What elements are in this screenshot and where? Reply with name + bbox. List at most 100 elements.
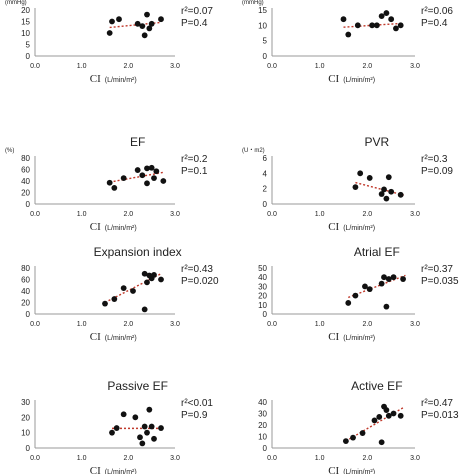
panel-2-x-tick-label: 0.0 bbox=[267, 63, 277, 70]
panel-5-data-point bbox=[102, 300, 108, 307]
panel-3-data-point bbox=[120, 175, 127, 182]
panel-6-stat-p: P=0.035 bbox=[421, 276, 459, 287]
panel-1-y-tick-label: 10 bbox=[21, 29, 30, 38]
panel-7-y-tick-label: 30 bbox=[21, 398, 30, 407]
panel-8-y-tick-label: 20 bbox=[258, 421, 267, 430]
panel-1-stat-p: P=0.4 bbox=[181, 18, 208, 29]
panel-1-data-point bbox=[139, 23, 146, 29]
panel-2-data-point bbox=[388, 16, 395, 23]
panel-7-x-axis-unit: (L/min/m²) bbox=[105, 469, 137, 474]
panel-2-y-tick-label: 15 bbox=[258, 6, 267, 15]
panel-2-stat-p: P=0.4 bbox=[421, 18, 448, 29]
panel-5-y-tick-label: 0 bbox=[26, 310, 31, 319]
panel-2-x-axis-label: CI bbox=[328, 73, 339, 85]
panel-2-stat-r2: r²=0.06 bbox=[421, 6, 453, 17]
panel-4-data-point bbox=[378, 191, 385, 197]
panel-7-data-point bbox=[137, 434, 143, 441]
panel-4-y-tick-label: 6 bbox=[263, 154, 268, 163]
panel-3-data-point bbox=[144, 180, 150, 187]
panel-4-data-point bbox=[383, 195, 390, 202]
panel-4-title: PVR bbox=[365, 135, 390, 149]
panel-5-x-tick-label: 1.0 bbox=[77, 321, 87, 328]
panel-1-unit-label: (mmHg) bbox=[5, 0, 27, 6]
panel-3-data-point bbox=[153, 168, 160, 175]
panel-3-data-point bbox=[144, 165, 150, 172]
panel-7-data-point bbox=[141, 423, 148, 430]
panel-6-x-tick-label: 3.0 bbox=[410, 321, 420, 328]
panel-5-data-point bbox=[141, 270, 148, 277]
panel-6-y-tick-label: 10 bbox=[258, 301, 267, 310]
panel-2-title: EDP bbox=[365, 0, 390, 1]
panel-6-x-tick-label: 0.0 bbox=[267, 321, 277, 328]
panel-3-y-tick-label: 60 bbox=[21, 166, 30, 175]
panel-3-y-tick-label: 0 bbox=[26, 200, 31, 209]
panel-1-y-tick-label: 0 bbox=[26, 52, 31, 61]
panel-7-data-point bbox=[158, 425, 164, 431]
panel-2-y-tick-label: 5 bbox=[263, 37, 268, 46]
panel-6-data-point bbox=[390, 274, 397, 281]
panel-6-title: Atrial EF bbox=[354, 245, 400, 259]
panel-2-x-tick-label: 2.0 bbox=[362, 63, 372, 70]
panel-3-stat-p: P=0.1 bbox=[181, 166, 208, 177]
panel-1-data-point bbox=[109, 18, 115, 25]
panel-4-trend-line bbox=[355, 181, 406, 197]
panel-4-data-point bbox=[397, 191, 404, 198]
panel-7-y-tick-label: 0 bbox=[26, 444, 31, 453]
panel-6-x-axis-unit: (L/min/m²) bbox=[343, 335, 375, 342]
panel-6-x-tick-label: 2.0 bbox=[362, 321, 372, 328]
panel-2-y-tick-label: 0 bbox=[263, 52, 268, 61]
panel-1-x-tick-label: 0.0 bbox=[30, 63, 40, 70]
panel-1-stat-r2: r²=0.07 bbox=[181, 6, 213, 17]
panel-5-x-tick-label: 0.0 bbox=[30, 321, 40, 328]
panel-3-data-point bbox=[148, 164, 155, 171]
panel-1-x-tick-label: 2.0 bbox=[123, 63, 133, 70]
panel-6-stat-r2: r²=0.37 bbox=[421, 264, 453, 275]
panel-6-y-tick-label: 20 bbox=[258, 292, 267, 301]
panel-3-x-tick-label: 1.0 bbox=[77, 211, 87, 218]
panel-4-y-tick-label: 2 bbox=[263, 185, 268, 194]
panel-6-data-point bbox=[385, 276, 392, 282]
panel-8-y-tick-label: 30 bbox=[258, 410, 267, 419]
panel-3-data-point bbox=[111, 185, 118, 191]
panel-2-data-point bbox=[393, 25, 399, 32]
panel-1-data-point bbox=[106, 30, 113, 36]
panel-3-y-tick-label: 80 bbox=[21, 154, 30, 163]
panel-4-data-point bbox=[352, 184, 359, 191]
panel-5-data-point bbox=[130, 288, 136, 294]
panel-4-unit-label: (U・m2) bbox=[242, 148, 265, 154]
panel-5-x-tick-label: 3.0 bbox=[170, 321, 180, 328]
panel-8-x-axis-unit: (L/min/m²) bbox=[343, 469, 375, 474]
panel-1-data-point bbox=[158, 16, 164, 23]
panel-5-data-point bbox=[158, 276, 164, 283]
panel-7-data-point bbox=[148, 423, 155, 430]
panel-1-data-point bbox=[134, 20, 141, 27]
panel-6-data-point bbox=[345, 300, 352, 306]
panel-6-x-tick-label: 1.0 bbox=[315, 321, 325, 328]
panel-6-data-point bbox=[378, 280, 385, 287]
panel-8-y-tick-label: 10 bbox=[258, 433, 267, 442]
panel-3-data-point bbox=[139, 172, 146, 179]
panel-1-x-tick-label: 3.0 bbox=[170, 63, 180, 70]
panel-8-x-axis-label: CI bbox=[328, 465, 339, 474]
panel-4-stat-r2: r²=0.3 bbox=[421, 154, 448, 165]
panel-5-y-tick-label: 60 bbox=[21, 276, 30, 285]
panel-8-x-tick-label: 0.0 bbox=[267, 455, 277, 462]
panel-2-data-point bbox=[397, 22, 404, 29]
panel-2-data-point bbox=[383, 10, 390, 16]
panel-5-x-axis-unit: (L/min/m²) bbox=[105, 335, 137, 342]
panel-2-data-point bbox=[345, 31, 352, 38]
panel-1-data-point bbox=[146, 25, 153, 32]
panel-6-data-point bbox=[383, 303, 390, 310]
panel-3-y-tick-label: 40 bbox=[21, 177, 30, 186]
panel-5-data-point bbox=[120, 285, 127, 292]
panel-7-data-point bbox=[139, 440, 146, 447]
panel-7-title: Passive EF bbox=[107, 379, 168, 393]
panel-8-data-point bbox=[371, 417, 378, 424]
panel-2-unit-label: (mmHg) bbox=[242, 0, 264, 6]
panel-5-data-point bbox=[141, 306, 148, 313]
panel-8-data-point bbox=[376, 414, 383, 420]
panel-8-stat-r2: r²=0.47 bbox=[421, 398, 453, 409]
panel-8-x-tick-label: 1.0 bbox=[315, 455, 325, 462]
panel-7-x-tick-label: 1.0 bbox=[77, 455, 87, 462]
